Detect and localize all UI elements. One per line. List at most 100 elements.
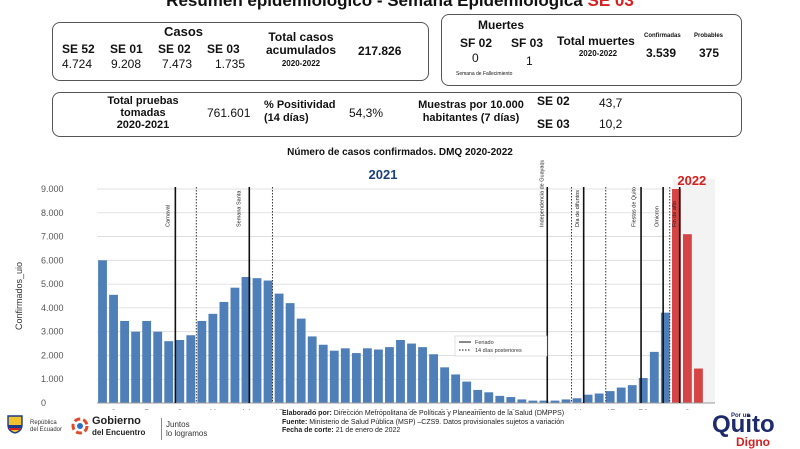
muertes-total-period: 2020-2022 — [578, 49, 618, 58]
holiday-annotation: Omicron — [655, 206, 661, 227]
credits-fuente-label: Fuente: — [282, 418, 308, 426]
holiday-annotation: Fin de año — [672, 201, 678, 227]
credits-fuente: Fuente: Ministerio de Salud Pública (MSP… — [282, 419, 564, 428]
y-tick-label: 3.000 — [41, 327, 64, 337]
muertes-week-label: SF 03 — [511, 36, 544, 50]
credits-fuente-value: Ministerio de Salud Pública (MSP) –CZS9.… — [309, 418, 565, 426]
bar — [440, 367, 450, 403]
quito-logo: Quito — [712, 411, 775, 438]
muertes-confirmadas-label: Confirmadas — [644, 33, 681, 39]
x-tick-label: 41 — [539, 408, 549, 410]
muestras-week-label: SE 02 — [537, 94, 570, 108]
quito-small: Por un — [731, 413, 750, 419]
gobierno-logo-icon — [70, 416, 90, 436]
bar — [252, 278, 262, 403]
bar — [539, 400, 549, 403]
holiday-annotation: Fiestas de Quito — [631, 187, 637, 227]
bar — [153, 331, 163, 403]
pruebas-value: 761.601 — [207, 106, 251, 120]
casos-week-label: SE 03 — [207, 42, 240, 56]
pruebas-label: Total pruebas tomadas 2020-2021 — [97, 95, 189, 131]
bar — [671, 189, 681, 403]
bar — [175, 339, 185, 403]
gov-name: Gobierno del Encuentro — [92, 416, 145, 438]
y-tick-label: 5.000 — [41, 279, 64, 289]
bar — [572, 398, 582, 403]
bar — [385, 347, 394, 403]
casos-week-value: 4.724 — [62, 57, 93, 71]
x-tick-label: 47 — [605, 408, 615, 410]
bar — [605, 391, 615, 403]
bar — [186, 335, 196, 403]
cases-bar-chart: 0 1.000 2.000 3.000 4.000 5.000 6.000 7.000 8.00… — [14, 160, 715, 410]
muestras-week-value: 10,2 — [599, 117, 623, 131]
credits-elaborado-label: Elaborado por: — [282, 410, 332, 417]
positividad-label-line1: % Positividad — [264, 99, 336, 111]
x-tick-label: 35 — [473, 408, 483, 410]
bar — [396, 339, 405, 403]
bar — [142, 320, 152, 403]
x-tick-label: 50 — [638, 408, 648, 410]
credits-fecha-value: 21 de enero de 2022 — [335, 427, 401, 434]
gov-divider — [161, 418, 162, 440]
y-tick-label: 9.000 — [41, 184, 64, 194]
bar — [197, 320, 207, 403]
x-tick-label: 14 — [241, 408, 251, 410]
y-tick-label: 0 — [41, 398, 46, 408]
x-tick-label: 44 — [572, 408, 582, 410]
ecuador-shield-icon — [6, 414, 24, 434]
bar — [164, 341, 174, 403]
bar — [274, 293, 284, 403]
muertes-label: Muertes — [478, 18, 525, 32]
muertes-probables-value: 375 — [699, 46, 720, 60]
x-tick-label: 38 — [506, 408, 516, 410]
muestras-label-line2: habitantes (7 días) — [422, 112, 520, 124]
holiday-annotation: Día de difuntos — [575, 190, 581, 227]
bar — [307, 336, 317, 403]
bar — [638, 378, 648, 403]
gov-slogan: Juntos lo logramos — [166, 420, 207, 438]
bar — [682, 234, 692, 403]
casos-total-label-line1: Total casos — [268, 30, 334, 44]
bar — [473, 389, 483, 403]
bar — [230, 287, 240, 403]
gov-name-line1: Gobierno — [92, 415, 141, 427]
legend-box — [454, 335, 548, 357]
x-tick-label: 17 — [274, 408, 284, 410]
x-tick-label: 20 — [307, 408, 317, 410]
chart-title: Número de casos confirmados. DMQ 2020-20… — [287, 147, 513, 158]
bar — [241, 276, 251, 403]
holiday-annotation: Independencia de Guayaquil — [540, 160, 546, 227]
quito-sub: Digno — [736, 435, 770, 449]
positividad-value: 54,3% — [349, 106, 384, 120]
credits-elaborado-value: Dirección Metropolitana de Políticas y P… — [333, 410, 565, 417]
credits-elaborado: Elaborado por: Dirección Metropolitana d… — [282, 410, 564, 419]
bar — [109, 294, 118, 403]
positividad-label-line2: (14 días) — [264, 112, 309, 124]
gov-name-line2: del Encuentro — [92, 428, 146, 437]
casos-week-value: 9.208 — [111, 57, 142, 71]
y-tick-label: 1.000 — [41, 374, 64, 384]
muertes-week-label: SF 02 — [460, 36, 493, 50]
bar — [583, 394, 593, 403]
page-title-week: SE 03 — [587, 0, 634, 10]
holiday-annotation: Carnaval — [166, 205, 172, 227]
casos-total-value: 217.826 — [358, 44, 402, 58]
casos-label: Casos — [164, 24, 204, 39]
bar — [484, 392, 494, 403]
muertes-note: Semana de Fallecimiento — [456, 71, 513, 77]
bar — [340, 348, 350, 403]
bar — [263, 280, 273, 403]
y-tick-label: 7.000 — [41, 232, 64, 242]
bar — [561, 399, 571, 403]
bar — [351, 353, 361, 403]
bar — [649, 351, 659, 403]
positividad-label: % Positividad (14 días) — [264, 99, 336, 125]
bar — [373, 349, 383, 403]
bar — [407, 343, 416, 403]
page-title-text: Resumen epidemiológico - Semana Epidemio… — [166, 0, 583, 10]
year-label: 2022 — [677, 173, 706, 188]
casos-week-value: 1.735 — [215, 57, 246, 71]
gov-slogan-line2: lo logramos — [166, 429, 208, 438]
muestras-week-label: SE 03 — [537, 117, 570, 131]
